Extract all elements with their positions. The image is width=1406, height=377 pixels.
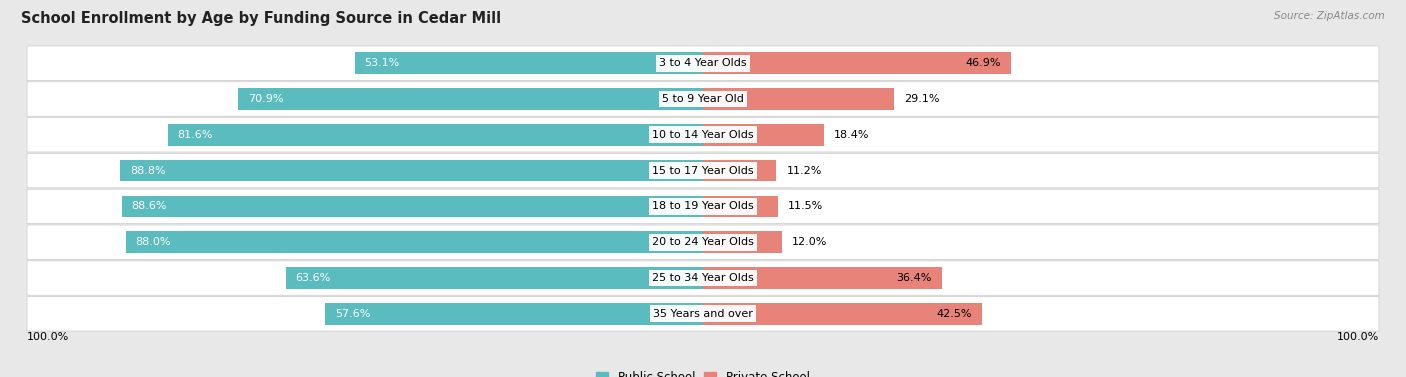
Text: 36.4%: 36.4% (897, 273, 932, 283)
Text: 12.0%: 12.0% (792, 237, 827, 247)
Legend: Public School, Private School: Public School, Private School (592, 366, 814, 377)
Text: 20 to 24 Year Olds: 20 to 24 Year Olds (652, 237, 754, 247)
Text: School Enrollment by Age by Funding Source in Cedar Mill: School Enrollment by Age by Funding Sour… (21, 11, 501, 26)
Bar (703, 267, 942, 289)
Text: 10 to 14 Year Olds: 10 to 14 Year Olds (652, 130, 754, 140)
Text: 63.6%: 63.6% (295, 273, 330, 283)
Text: 70.9%: 70.9% (247, 94, 283, 104)
Text: 53.1%: 53.1% (364, 58, 399, 68)
Text: 3 to 4 Year Olds: 3 to 4 Year Olds (659, 58, 747, 68)
Bar (703, 231, 782, 253)
FancyBboxPatch shape (27, 118, 1379, 152)
Text: 46.9%: 46.9% (966, 58, 1001, 68)
Bar (703, 124, 824, 146)
Text: 5 to 9 Year Old: 5 to 9 Year Old (662, 94, 744, 104)
FancyBboxPatch shape (27, 189, 1379, 224)
Text: 18 to 19 Year Olds: 18 to 19 Year Olds (652, 201, 754, 211)
Bar (325, 303, 703, 325)
Text: 100.0%: 100.0% (27, 332, 69, 342)
Text: Source: ZipAtlas.com: Source: ZipAtlas.com (1274, 11, 1385, 21)
Text: 15 to 17 Year Olds: 15 to 17 Year Olds (652, 166, 754, 176)
Bar (122, 196, 703, 217)
Text: 42.5%: 42.5% (936, 309, 972, 319)
Bar (285, 267, 703, 289)
Bar (703, 88, 894, 110)
Text: 25 to 34 Year Olds: 25 to 34 Year Olds (652, 273, 754, 283)
Text: 29.1%: 29.1% (904, 94, 939, 104)
FancyBboxPatch shape (27, 225, 1379, 259)
Text: 11.2%: 11.2% (786, 166, 821, 176)
Text: 11.5%: 11.5% (789, 201, 824, 211)
Text: 88.0%: 88.0% (135, 237, 172, 247)
FancyBboxPatch shape (27, 153, 1379, 188)
Text: 88.6%: 88.6% (132, 201, 167, 211)
FancyBboxPatch shape (27, 261, 1379, 295)
FancyBboxPatch shape (27, 82, 1379, 116)
Bar (703, 303, 981, 325)
Bar (703, 52, 1011, 74)
Text: 88.8%: 88.8% (131, 166, 166, 176)
Text: 57.6%: 57.6% (335, 309, 370, 319)
Text: 18.4%: 18.4% (834, 130, 869, 140)
Bar (703, 160, 776, 181)
Text: 100.0%: 100.0% (1337, 332, 1379, 342)
Bar (354, 52, 703, 74)
Bar (167, 124, 703, 146)
Bar (238, 88, 703, 110)
FancyBboxPatch shape (27, 46, 1379, 80)
FancyBboxPatch shape (27, 297, 1379, 331)
Bar (125, 231, 703, 253)
Text: 35 Years and over: 35 Years and over (652, 309, 754, 319)
Text: 81.6%: 81.6% (177, 130, 212, 140)
Bar (703, 196, 779, 217)
Bar (121, 160, 703, 181)
